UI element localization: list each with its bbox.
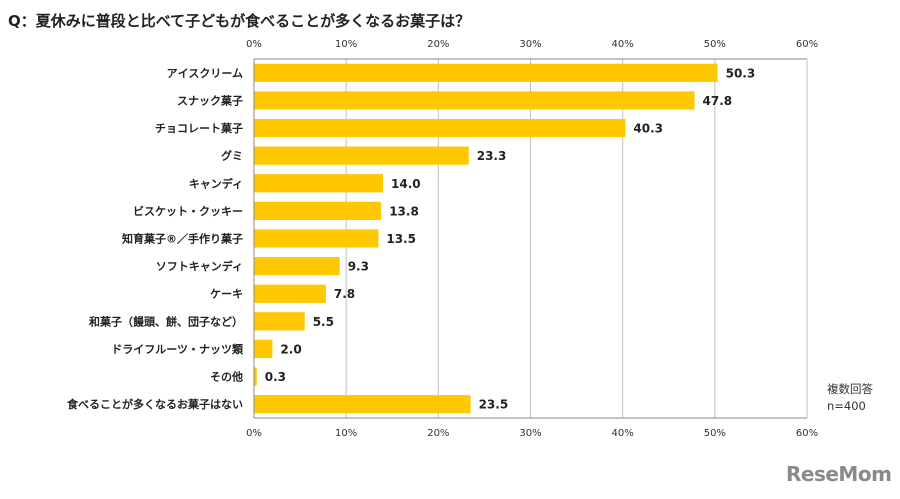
bar bbox=[254, 146, 469, 165]
note-multiple-answers: 複数回答 bbox=[827, 382, 873, 396]
value-label: 23.5 bbox=[479, 398, 509, 412]
bar bbox=[254, 339, 273, 359]
category-label: ケーキ bbox=[210, 288, 243, 301]
category-label: その他 bbox=[210, 370, 243, 384]
value-label: 9.3 bbox=[348, 260, 369, 274]
value-label: 23.3 bbox=[477, 149, 507, 163]
bar bbox=[254, 229, 379, 248]
value-labels: 50.3 47.8 40.3 23.3 14.0 13.8 13.5 9.3 7.85.5 2.0… bbox=[265, 66, 755, 411]
value-label: 5.5 bbox=[313, 315, 334, 329]
value-label: 40.3 bbox=[633, 122, 663, 136]
x-tick-label-bottom: 50% bbox=[704, 428, 726, 439]
x-tick-label: 60% bbox=[796, 39, 818, 50]
category-label: アイスクリーム bbox=[167, 67, 243, 80]
bar bbox=[254, 367, 257, 386]
value-label: 50.3 bbox=[726, 66, 756, 80]
value-label: 2.0 bbox=[280, 342, 301, 356]
x-axis-ticks: 0% 0% 10% 10% 20% 20% 30% 30% 40% 40% 50% 50% 60% 60% bbox=[246, 39, 818, 439]
value-label: 13.8 bbox=[389, 204, 419, 218]
note-sample-size: n=400 bbox=[827, 399, 866, 413]
value-label: 47.8 bbox=[703, 94, 733, 108]
x-tick-label-bottom: 10% bbox=[335, 428, 357, 439]
category-label: ソフトキャンディ bbox=[156, 259, 243, 273]
x-tick-label: 20% bbox=[427, 39, 449, 50]
category-labels: アイスクリームスナック菓子チョコレート菓子グミキャンディビスケット・クッキー知育… bbox=[67, 67, 244, 411]
x-tick-label: 40% bbox=[612, 39, 634, 50]
bar bbox=[254, 257, 340, 276]
x-tick-label-bottom: 60% bbox=[796, 428, 818, 439]
value-label: 7.8 bbox=[334, 287, 355, 301]
x-tick-label: 50% bbox=[704, 39, 726, 50]
category-label: 和菓子（饅頭、餅、団子など） bbox=[89, 314, 243, 328]
x-tick-label-bottom: 0% bbox=[246, 428, 262, 439]
x-tick-label-bottom: 20% bbox=[427, 428, 449, 439]
bar bbox=[254, 312, 305, 331]
value-label: 13.5 bbox=[386, 232, 416, 246]
x-tick-label: 30% bbox=[519, 39, 541, 50]
category-label: スナック菓子 bbox=[177, 93, 243, 107]
chart-title: Q：夏休みに普段と比べて子どもが食べることが多くなるお菓子は？ bbox=[8, 12, 471, 30]
resemom-logo: ReseMom bbox=[786, 462, 892, 486]
bar bbox=[254, 91, 695, 110]
bars bbox=[254, 63, 718, 414]
category-label: ドライフルーツ・ナッツ類 bbox=[111, 342, 244, 356]
bar bbox=[254, 63, 718, 82]
value-label: 0.3 bbox=[265, 370, 286, 384]
value-label: 14.0 bbox=[391, 177, 421, 191]
category-label: ビスケット・クッキー bbox=[133, 204, 243, 218]
x-tick-label-bottom: 30% bbox=[519, 428, 541, 439]
category-label: 知育菓子®／手作り菓子 bbox=[121, 232, 243, 246]
category-label: グミ bbox=[221, 149, 243, 163]
axes bbox=[253, 58, 807, 419]
category-label: チョコレート菓子 bbox=[155, 121, 243, 135]
x-tick-label: 10% bbox=[335, 39, 357, 50]
bar bbox=[254, 395, 471, 414]
bar bbox=[254, 118, 626, 138]
x-tick-label-bottom: 40% bbox=[612, 428, 634, 439]
bar bbox=[254, 174, 384, 193]
x-tick-label: 0% bbox=[246, 39, 262, 50]
category-label: キャンディ bbox=[189, 176, 243, 190]
bar bbox=[254, 284, 326, 303]
bar bbox=[254, 201, 382, 220]
category-label: 食べることが多くなるお菓子はない bbox=[67, 397, 243, 411]
